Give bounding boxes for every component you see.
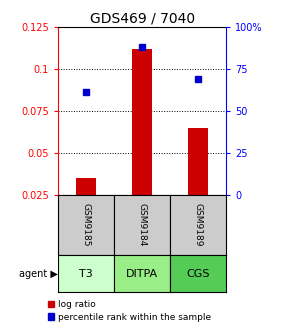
Bar (76, 178, 96, 195)
Text: GSM9185: GSM9185 (81, 203, 90, 247)
Title: GDS469 / 7040: GDS469 / 7040 (90, 12, 195, 26)
Text: DITPA: DITPA (126, 269, 158, 279)
Text: CGS: CGS (186, 269, 210, 279)
Legend: log ratio, percentile rank within the sample: log ratio, percentile rank within the sa… (48, 300, 211, 322)
Text: GSM9184: GSM9184 (137, 203, 147, 247)
Text: T3: T3 (79, 269, 93, 279)
Text: agent ▶: agent ▶ (19, 269, 58, 279)
Text: GSM9189: GSM9189 (194, 203, 203, 247)
Bar (132, 49, 152, 195)
Bar (188, 128, 208, 195)
